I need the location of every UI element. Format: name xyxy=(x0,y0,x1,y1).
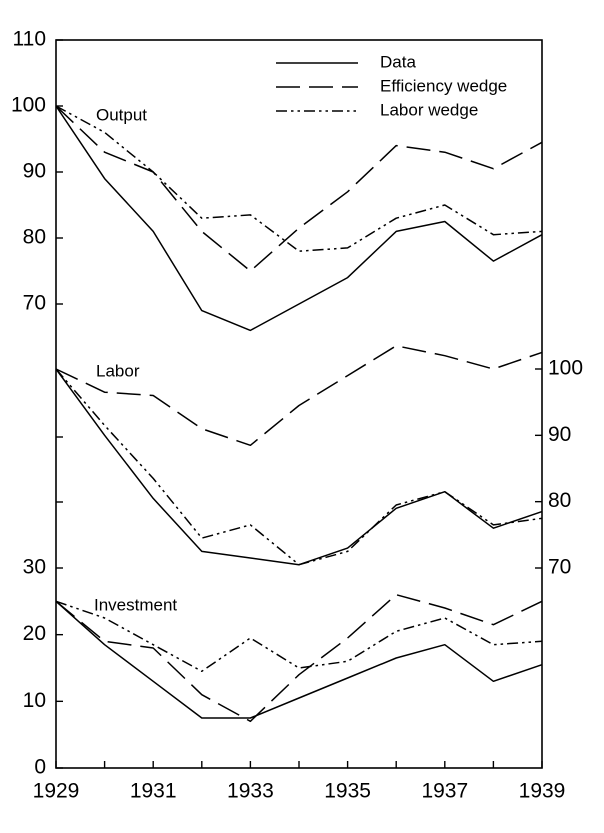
x-tick-label-1933: 1933 xyxy=(227,780,274,803)
x-tick-label-1939: 1939 xyxy=(519,780,566,803)
y-tick-label-output-80: 80 xyxy=(23,226,46,249)
x-tick-label-1931: 1931 xyxy=(130,780,177,803)
panel-label-output: Output xyxy=(96,105,147,124)
legend-label-efficiency-wedge: Efficiency wedge xyxy=(380,76,507,95)
y-tick-label-output-110: 110 xyxy=(13,28,46,51)
y-tick-label-investment-30: 30 xyxy=(23,556,46,579)
series-line-labor-labor-wedge xyxy=(55,368,543,566)
y-tick-label-investment-20: 20 xyxy=(23,622,46,645)
series-line-output-data xyxy=(55,105,543,332)
plot-frame xyxy=(55,39,543,769)
legend-label-data: Data xyxy=(380,52,416,71)
panel-label-investment: Investment xyxy=(94,595,177,614)
series-line-labor-data xyxy=(55,368,543,566)
panel-investment: Investment 0 10 20 30 xyxy=(23,556,543,779)
series-line-investment-labor-wedge xyxy=(55,600,543,673)
panel-labor: Labor 70 80 90 100 xyxy=(55,345,583,579)
series-line-output-efficiency-wedge xyxy=(55,105,543,272)
y-tick-label-output-90: 90 xyxy=(23,160,46,183)
series-line-investment-data xyxy=(55,600,543,719)
y-tick-label-investment-10: 10 xyxy=(23,689,46,712)
y-tick-label-output-100: 100 xyxy=(11,94,46,117)
panel-output: Output 70 80 90 100 110 xyxy=(11,28,543,332)
chart-legend: Data Efficiency wedge Labor wedge xyxy=(276,52,507,119)
legend-label-labor-wedge: Labor wedge xyxy=(380,100,478,119)
x-tick-label-1929: 1929 xyxy=(33,780,80,803)
series-line-investment-efficiency-wedge xyxy=(55,593,543,723)
y-tick-label-labor-90: 90 xyxy=(548,423,571,446)
y-tick-label-investment-0: 0 xyxy=(34,756,46,779)
plot-border xyxy=(55,39,543,769)
series-line-output-labor-wedge xyxy=(55,105,543,252)
panel-label-labor: Labor xyxy=(96,361,140,380)
x-tick-label-1937: 1937 xyxy=(421,780,468,803)
series-line-labor-efficiency-wedge xyxy=(55,345,543,447)
y-tick-label-labor-70: 70 xyxy=(548,556,571,579)
x-tick-label-1935: 1935 xyxy=(324,780,371,803)
y-tick-label-labor-80: 80 xyxy=(548,489,571,512)
x-axis: 1929 1931 1933 1935 1937 1939 xyxy=(33,761,566,803)
y-tick-label-output-70: 70 xyxy=(23,292,46,315)
y-tick-label-labor-100: 100 xyxy=(548,357,583,380)
chart-panels: Output708090100110Labor708090100Investme… xyxy=(11,28,583,779)
